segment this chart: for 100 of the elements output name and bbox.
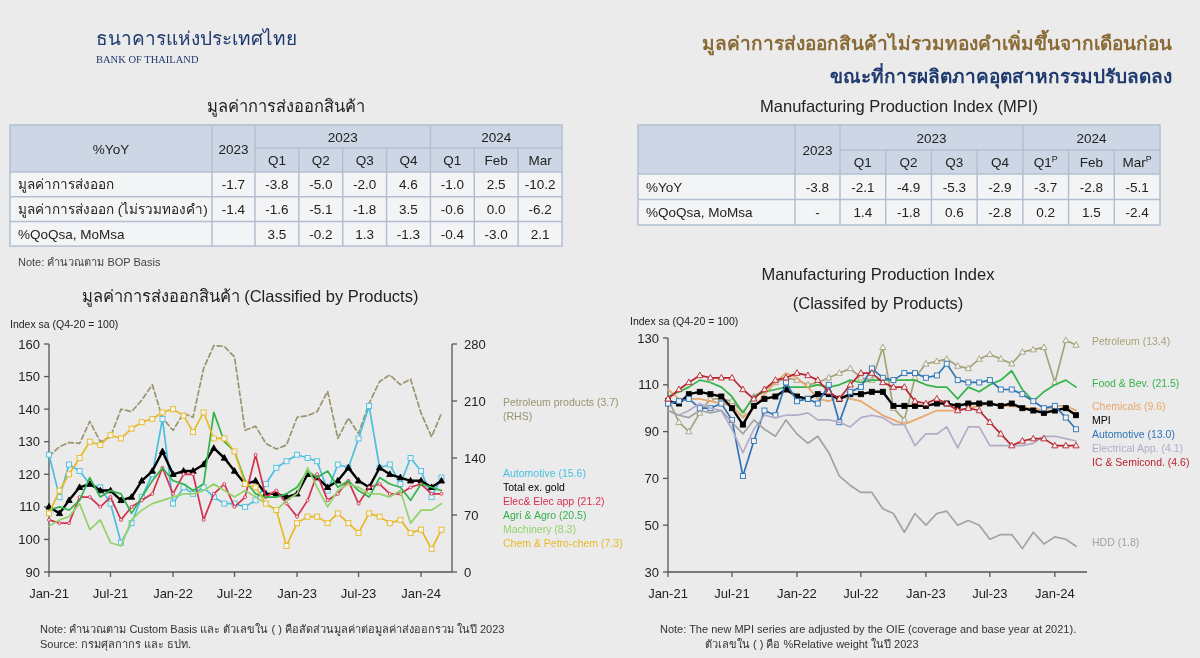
chart-title: Manufacturing Production Index (Classifed by Products) [761,265,996,312]
data-label: -10.2 [524,177,556,193]
data-label: 2.1 [530,226,550,242]
y-tick-label: 160 [18,336,40,352]
data-label: -5.1 [1125,179,1149,195]
y-tick-label: %YoY [646,179,683,195]
y-tick-label: มูลค่าการส่งออก [18,177,114,194]
x-tick-label: Jul-21 [714,586,750,601]
data-label: -0.2 [309,226,333,242]
x-tick-label: Jul-23 [972,586,1008,601]
x-tick-label: Q4 [399,153,418,168]
y-axis-title: Index sa (Q4-20 = 100) [630,315,739,327]
text: Machinery (8.3) [503,523,576,536]
x-tick-label: Jan-21 [648,586,688,601]
data-label: -1.7 [221,177,246,193]
data-label: 0.6 [944,205,964,221]
y2-tick-label: 140 [464,450,486,466]
text: Chem & Petro-chem (7.3) [503,537,623,550]
data-label: -2.8 [988,205,1012,221]
text: มูลค่าการส่งออกสินค้าไม่รวมทองคำเพิ่มขึ้นจากเดือนก่อน [702,29,1172,56]
data-label: 2.5 [486,177,506,193]
y2-tick-label: 210 [464,393,486,409]
text: ตัวเลขใน ( ) คือ %Relative weight ในปี 2023 [705,638,919,650]
data-label: 1.4 [853,205,873,221]
x-tick-label: Q3 [355,153,374,168]
text: 2023 [327,129,358,145]
x-tick-label: Jul-21 [92,586,129,601]
text: Note: คำนวณตาม Custom Basis และ ตัวเลขใน ( ) คือสัดส่วนมูลค่าต่อมูลค่าส่งออกรวม ในปี 2023 [40,623,505,636]
text: ธนาคารแห่งประเทศไทย [96,28,297,49]
data-label: -3.7 [1034,179,1058,195]
text: Total ex. gold [503,481,566,494]
data-label: -3.8 [805,179,830,195]
text: 2023 [916,130,947,146]
data-label: -2.4 [1125,205,1150,221]
data-label: 3.5 [267,226,287,242]
y-tick-label: 150 [18,369,40,385]
x-tick-label: Jan-22 [153,586,193,601]
x-tick-label: Q1 [267,153,286,168]
data-label: -5.3 [942,179,966,195]
series-label: Food & Bev. (21.5) [1092,376,1180,389]
x-tick-label: Jul-23 [340,586,377,601]
y2-tick-label: 70 [464,507,479,523]
series-label: IC & Semicond. (4.6) [1092,456,1190,469]
y2-tick-label: 0 [464,564,472,580]
x-tick-label: Q1$^{P}$ [1033,154,1058,170]
text: Agri & Agro (20.5) [503,509,587,522]
y2-tick-label: 280 [464,336,486,352]
x-tick-label: Jul-22 [843,586,879,601]
y-tick-label: 70 [644,470,659,486]
y-tick-label: 120 [18,466,40,482]
data-label: -4.9 [896,179,921,195]
data-label: -1.8 [353,202,377,218]
data-label: -2.0 [353,177,377,193]
text: BANK OF THAILAND [96,54,199,65]
data-label: 3.5 [399,202,418,218]
data-label: -1.4 [221,202,246,218]
data-label: -5.0 [309,177,333,193]
chart-title: Manufacturing Production Index (MPI) [760,97,1038,115]
text: Petroleum products (3.7) (RHS) [503,396,619,422]
text: ขณะที่การผลิตภาคอุตสาหกรรมปรับลดลง [830,63,1172,89]
y-tick-label: 50 [644,517,659,533]
x-tick-label: Q1 [443,153,462,168]
data-label: -2.9 [988,179,1012,195]
y-tick-label: 110 [19,499,40,515]
data-label: 4.6 [399,177,418,193]
text: Elec& Elec app (21.2) [503,495,605,508]
data-label: 1.3 [355,226,375,242]
y-tick-label: 130 [18,434,40,450]
data-label: -2.8 [1079,179,1104,195]
x-tick-label: Mar [528,153,553,168]
x-tick-label: Jan-23 [277,586,317,601]
text: 2024 [1076,130,1107,146]
series-label: Petroleum (13.4) [1092,334,1171,347]
source-note: Source: กรมศุลกากร และ ธปท. [40,638,192,651]
x-tick-label: Q2 [311,153,330,168]
data-label: -3.8 [265,177,289,193]
y-tick-label: 90 [644,424,659,440]
data-label: -2.1 [851,179,875,195]
data-label: -5.1 [309,202,333,218]
data-label: -1.0 [440,177,464,193]
x-tick-label: Q3 [945,155,964,170]
text: - [815,205,820,221]
y-tick-label: 130 [637,330,659,346]
data-label: 1.5 [1082,205,1101,221]
x-tick-label: Q1 [853,155,872,170]
x-tick-label: Jan-21 [29,586,69,601]
y-tick-label: %QoQsa, MoMsa [18,226,126,242]
series-label: MPI [1092,414,1111,427]
x-tick-label: Q4 [990,155,1010,170]
data-label: 0.2 [1036,205,1056,221]
data-label: -1.6 [265,202,289,218]
y-tick-label: 100 [18,531,40,547]
data-label: -6.2 [528,202,552,218]
y-tick-label: %QoQsa, MoMsa [646,205,754,221]
x-tick-label: Feb [484,153,508,168]
x-tick-label: Jan-22 [777,586,817,601]
x-tick-label: Mar$^{P}$ [1122,154,1152,170]
y-tick-label: 140 [18,401,40,417]
data-label: -0.4 [440,226,465,242]
series-label: Chemicals (9.6) [1092,400,1166,413]
